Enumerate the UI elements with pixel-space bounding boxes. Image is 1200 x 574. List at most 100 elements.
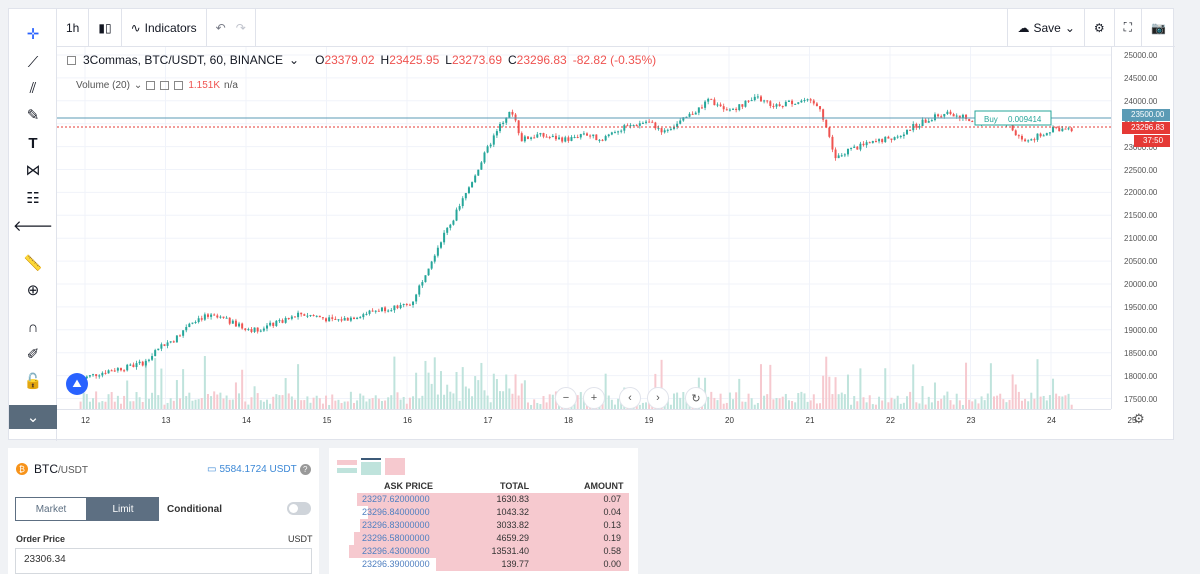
eye-icon[interactable] (146, 81, 156, 90)
price-chart[interactable]: Buy 0.009414 (57, 47, 1111, 409)
back-arrow-icon[interactable]: 🡐 (12, 217, 54, 235)
order-book-row[interactable]: 23296.83000000 3033.82 0.13 (337, 519, 629, 532)
candle (461, 198, 464, 207)
magnet-icon[interactable]: ∩ (27, 318, 39, 336)
fullscreen-icon[interactable]: ⛶ (1113, 9, 1141, 46)
candle (458, 206, 461, 210)
candle (396, 305, 399, 309)
candle (1039, 133, 1042, 137)
candle (961, 114, 964, 119)
order-book-row[interactable]: 23296.84000000 1043.32 0.04 (337, 506, 629, 519)
volume-bar (160, 368, 163, 409)
candle (293, 316, 296, 318)
zoom-in-button-icon[interactable]: + (583, 387, 605, 409)
candle (579, 134, 582, 138)
volume-bar (461, 367, 464, 409)
candle (194, 322, 197, 324)
candle (887, 136, 890, 139)
book-both-icon[interactable] (337, 458, 357, 476)
undo-icon[interactable]: ↶ (215, 20, 226, 35)
settings-icon[interactable]: ⚙ (1083, 9, 1114, 46)
settings-small-icon[interactable] (160, 81, 170, 90)
brush-icon[interactable]: ✎ (26, 107, 40, 124)
save-button[interactable]: ☁ Save ⌄ (1007, 9, 1083, 46)
order-book-row[interactable]: 23296.43000000 13531.40 0.58 (337, 545, 629, 558)
volume-bar (483, 390, 486, 409)
volume-bar (763, 395, 766, 409)
volume-bar (775, 397, 778, 409)
candle (430, 261, 433, 269)
scroll-left-icon[interactable]: ‹ (619, 387, 641, 409)
candles-icon[interactable]: ▮▯ (89, 9, 122, 46)
indicators-button[interactable]: ∿ Indicators (122, 9, 207, 46)
candle (318, 315, 321, 318)
interval-button[interactable]: 1h (57, 9, 90, 46)
volume-bar (455, 372, 458, 409)
tab-market[interactable]: Market (15, 497, 87, 521)
chevron-down-icon: ⌄ (1064, 20, 1075, 35)
price-tick: 17500.00 (1124, 394, 1158, 404)
volume-bar (85, 394, 88, 409)
volume-bar (163, 404, 166, 409)
conditional-toggle[interactable] (287, 502, 311, 515)
volume-bar (1070, 404, 1073, 409)
camera-icon[interactable]: 📷 (1141, 9, 1175, 46)
volume-bar (213, 391, 216, 409)
scroll-right-icon[interactable]: › (647, 387, 669, 409)
prediction-icon[interactable]: ☷ (26, 190, 40, 207)
axis-settings-icon[interactable]: ⚙ (1133, 411, 1145, 426)
chevron-down-icon[interactable]: ⌄ (289, 53, 300, 67)
order-book-row[interactable]: 23296.58000000 4659.29 0.19 (337, 532, 629, 545)
volume-bar (166, 402, 169, 409)
candle (300, 312, 303, 315)
book-bids-icon[interactable] (361, 458, 381, 476)
volume-bar (275, 394, 278, 409)
order-side: Buy (984, 115, 998, 124)
trendline-icon[interactable]: ⟋ (27, 53, 39, 71)
legend-high: H23425.95 (380, 53, 440, 67)
order-book-row[interactable]: 23297.62000000 1630.83 0.07 (337, 493, 629, 506)
volume-bar (933, 382, 936, 409)
candle (269, 322, 272, 326)
candle (374, 310, 377, 312)
cloud-icon: ☁ (1017, 20, 1030, 35)
zoom-in-icon[interactable]: ⊕ (26, 282, 40, 299)
fib-icon[interactable]: ⫽ (29, 79, 37, 97)
volume-bar (887, 402, 890, 409)
candle (219, 316, 222, 318)
tab-limit[interactable]: Limit (87, 497, 159, 521)
pattern-icon[interactable]: ⋈ (25, 162, 41, 179)
time-axis[interactable]: 12 13 14 15 16 17 18 19 20 21 22 23 24 25 (57, 409, 1136, 439)
help-icon[interactable]: ? (299, 464, 311, 475)
close-icon[interactable] (174, 81, 184, 90)
volume-bar (946, 391, 949, 409)
volume-bar (952, 404, 955, 409)
text-icon[interactable]: T (28, 134, 38, 152)
lock-icon[interactable]: 🔓 (23, 373, 43, 390)
candle (704, 101, 707, 108)
candle (210, 314, 213, 317)
book-asks-icon[interactable] (385, 458, 405, 476)
volume-bar (1027, 401, 1030, 409)
candle (825, 119, 828, 128)
redo-icon[interactable]: ↷ (235, 20, 246, 35)
volume-bar (399, 399, 402, 409)
volume-bar (471, 396, 474, 409)
order-price-input[interactable]: 23306.34 (15, 548, 312, 574)
candle (937, 114, 940, 117)
chevron-down-icon[interactable]: ⌄ (9, 405, 57, 429)
zoom-out-icon[interactable]: − (555, 387, 577, 409)
logo-icon[interactable]: ⛰ (66, 373, 88, 395)
candle (800, 100, 803, 103)
volume-bar (523, 380, 526, 409)
ruler-icon[interactable]: 📏 (23, 255, 43, 272)
collapse-icon[interactable] (67, 55, 76, 65)
price-axis[interactable]: 25000.00 24500.00 24000.00 23500.00 23000.00… (1111, 47, 1175, 409)
candle (163, 344, 166, 346)
crosshair-icon[interactable]: ✛ (26, 26, 40, 43)
volume-bar (514, 374, 517, 409)
volume-bar (110, 392, 113, 409)
reset-icon[interactable]: ↻ (685, 387, 707, 409)
lock-drawing-icon[interactable]: ✐ (26, 346, 40, 363)
order-book-row[interactable]: 23296.39000000 139.77 0.00 (337, 558, 629, 571)
